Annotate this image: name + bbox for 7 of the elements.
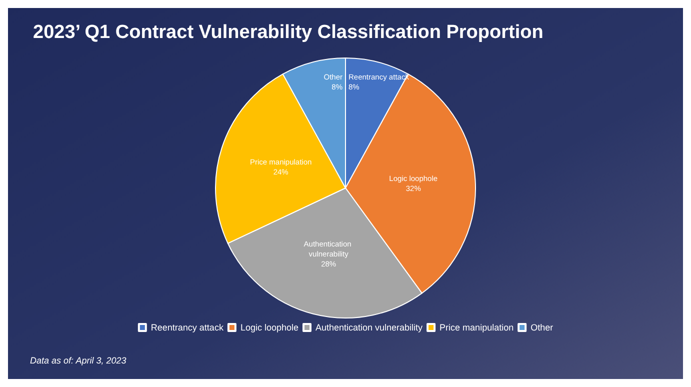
text: Data as of: April 3, 2023 <box>30 356 126 366</box>
legend-label: Reentrancy attack <box>150 322 224 332</box>
legend-label: Logic loophole <box>240 322 298 332</box>
legend-label: Price manipulation <box>440 322 514 332</box>
chart-title: 2023’ Q1 Contract Vulnerability Classification Proportion <box>33 22 544 43</box>
legend-label: Authentication vulnerability <box>315 322 424 332</box>
legend-label: Other <box>530 322 554 332</box>
